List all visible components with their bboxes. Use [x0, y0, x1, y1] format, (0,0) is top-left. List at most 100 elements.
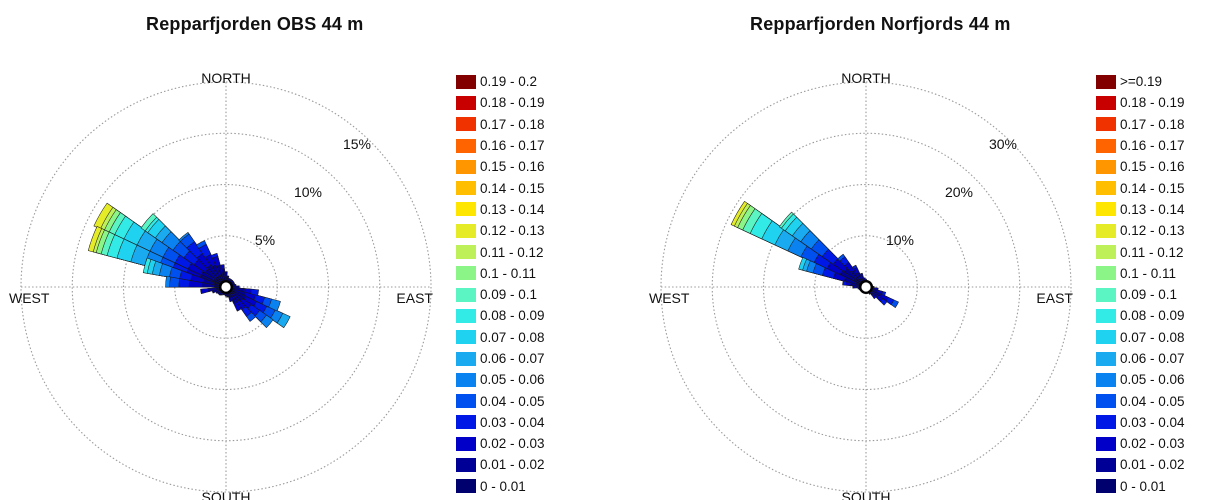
legend-entry: 0.02 - 0.03 [1096, 433, 1185, 454]
legend-entry: 0.04 - 0.05 [1096, 390, 1185, 411]
legend-label: 0.09 - 0.1 [1120, 287, 1178, 303]
legend-entry: 0.13 - 0.14 [456, 199, 545, 220]
legend-swatch [1096, 159, 1116, 174]
legend-swatch [456, 159, 476, 174]
grid-ring [71, 132, 381, 442]
legend-label: 0.14 - 0.15 [1120, 180, 1185, 196]
direction-label-north: NORTH [201, 70, 251, 86]
legend-entry: 0.03 - 0.04 [1096, 412, 1185, 433]
radial-tick-label: 10% [294, 184, 322, 200]
chart-title: Repparfjorden Norfjords 44 m [750, 14, 1011, 34]
center-hole [221, 282, 231, 292]
legend-label: 0.17 - 0.18 [1120, 116, 1185, 132]
windrose-panel-obs: Repparfjorden OBS 44 m 5% 10% 15% NORTH EAST… [0, 0, 600, 500]
legend-entry: 0.12 - 0.13 [1096, 220, 1185, 241]
petal-110 [225, 286, 281, 312]
legend-entry: 0.01 - 0.02 [456, 454, 545, 475]
radial-tick-label: 15% [343, 136, 371, 152]
legend-entry: 0.11 - 0.12 [456, 241, 545, 262]
legend-swatch [456, 287, 476, 302]
legend-entry: 0.08 - 0.09 [1096, 305, 1185, 326]
legend-swatch [456, 479, 476, 494]
legend-label: 0.1 - 0.11 [480, 265, 537, 281]
direction-label-north: NORTH [841, 70, 891, 86]
legend-entry: 0.06 - 0.07 [1096, 348, 1185, 369]
legend-swatch [456, 308, 476, 323]
legend-label: 0.15 - 0.16 [480, 159, 545, 175]
legend-swatch [1096, 415, 1116, 430]
petal-310 [779, 211, 867, 288]
legend-entry: 0.15 - 0.16 [456, 156, 545, 177]
legend-swatch [1096, 138, 1116, 153]
legend: 0.19 - 0.2 0.18 - 0.19 0.17 - 0.18 0.16 - 0… [456, 71, 545, 497]
petal-310 [140, 213, 227, 288]
legend-label: 0.16 - 0.17 [1120, 138, 1185, 154]
legend-label: 0.14 - 0.15 [480, 180, 545, 196]
legend-label: 0.11 - 0.12 [480, 244, 544, 260]
direction-label-west: WEST [649, 290, 690, 306]
petal-300 [730, 201, 867, 288]
legend-entry: 0.18 - 0.19 [456, 92, 545, 113]
legend-entry: 0.09 - 0.1 [456, 284, 545, 305]
legend-swatch [1096, 394, 1116, 409]
legend-swatch [456, 372, 476, 387]
legend-swatch [456, 117, 476, 132]
legend-swatch [1096, 117, 1116, 132]
legend-entry: 0.08 - 0.09 [456, 305, 545, 326]
legend-entry: 0.17 - 0.18 [1096, 114, 1185, 135]
radial-tick-label: 10% [886, 232, 914, 248]
legend-swatch [1096, 351, 1116, 366]
legend-entry: >=0.19 [1096, 71, 1185, 92]
legend-swatch [456, 181, 476, 196]
grid-ring [660, 81, 1072, 493]
legend-swatch [456, 457, 476, 472]
legend-swatch [1096, 287, 1116, 302]
legend-swatch [1096, 457, 1116, 472]
legend-entry: 0.05 - 0.06 [1096, 369, 1185, 390]
legend-entry: 0.12 - 0.13 [456, 220, 545, 241]
legend-entry: 0.14 - 0.15 [1096, 177, 1185, 198]
legend-entry: 0.13 - 0.14 [1096, 199, 1185, 220]
legend-label: 0.04 - 0.05 [480, 393, 545, 409]
legend-label: 0.18 - 0.19 [480, 95, 545, 111]
legend-label: 0.07 - 0.08 [1120, 329, 1185, 345]
legend-swatch [1096, 330, 1116, 345]
legend-label: 0.17 - 0.18 [480, 116, 545, 132]
legend-swatch [456, 74, 476, 89]
legend-entry: 0.19 - 0.2 [456, 71, 545, 92]
legend-label: >=0.19 [1120, 74, 1163, 90]
legend-swatch [456, 245, 476, 260]
legend-entry: 0.17 - 0.18 [456, 114, 545, 135]
windrose-plot: 5% 10% 15% NORTH EAST SOUTH WEST [9, 70, 433, 500]
legend-entry: 0 - 0.01 [456, 476, 545, 497]
legend-entry: 0.16 - 0.17 [1096, 135, 1185, 156]
legend-label: 0.07 - 0.08 [480, 329, 545, 345]
legend-swatch [456, 202, 476, 217]
legend-swatch [1096, 202, 1116, 217]
legend-label: 0.03 - 0.04 [480, 414, 545, 430]
direction-label-south: SOUTH [202, 489, 251, 500]
petal-275 [165, 276, 227, 288]
legend-label: 0.15 - 0.16 [1120, 159, 1185, 175]
legend: >=0.19 0.18 - 0.19 0.17 - 0.18 0.16 - 0.17 0… [1096, 71, 1185, 497]
legend-swatch [1096, 266, 1116, 281]
legend-entry: 0.06 - 0.07 [456, 348, 545, 369]
legend-label: 0.09 - 0.1 [480, 287, 538, 303]
windrose-panel-norfjords: Repparfjorden Norfjords 44 m 10% 20% 30% NO… [642, 0, 1213, 500]
legend-label: 0.12 - 0.13 [1120, 223, 1185, 239]
legend-entry: 0.15 - 0.16 [1096, 156, 1185, 177]
legend-swatch [456, 394, 476, 409]
legend-label: 0.04 - 0.05 [1120, 393, 1185, 409]
legend-label: 0.02 - 0.03 [1120, 436, 1185, 452]
legend-label: 0.1 - 0.11 [1120, 265, 1177, 281]
legend-label: 0.02 - 0.03 [480, 436, 545, 452]
direction-label-west: WEST [9, 290, 50, 306]
legend-entry: 0.04 - 0.05 [456, 390, 545, 411]
legend-swatch [1096, 436, 1116, 451]
windrose-plot: 10% 20% 30% NORTH EAST SOUTH WEST [649, 70, 1073, 500]
legend-swatch [456, 138, 476, 153]
legend-swatch [1096, 181, 1116, 196]
legend-swatch [456, 436, 476, 451]
grid-ring [711, 132, 1021, 442]
legend-swatch [1096, 308, 1116, 323]
